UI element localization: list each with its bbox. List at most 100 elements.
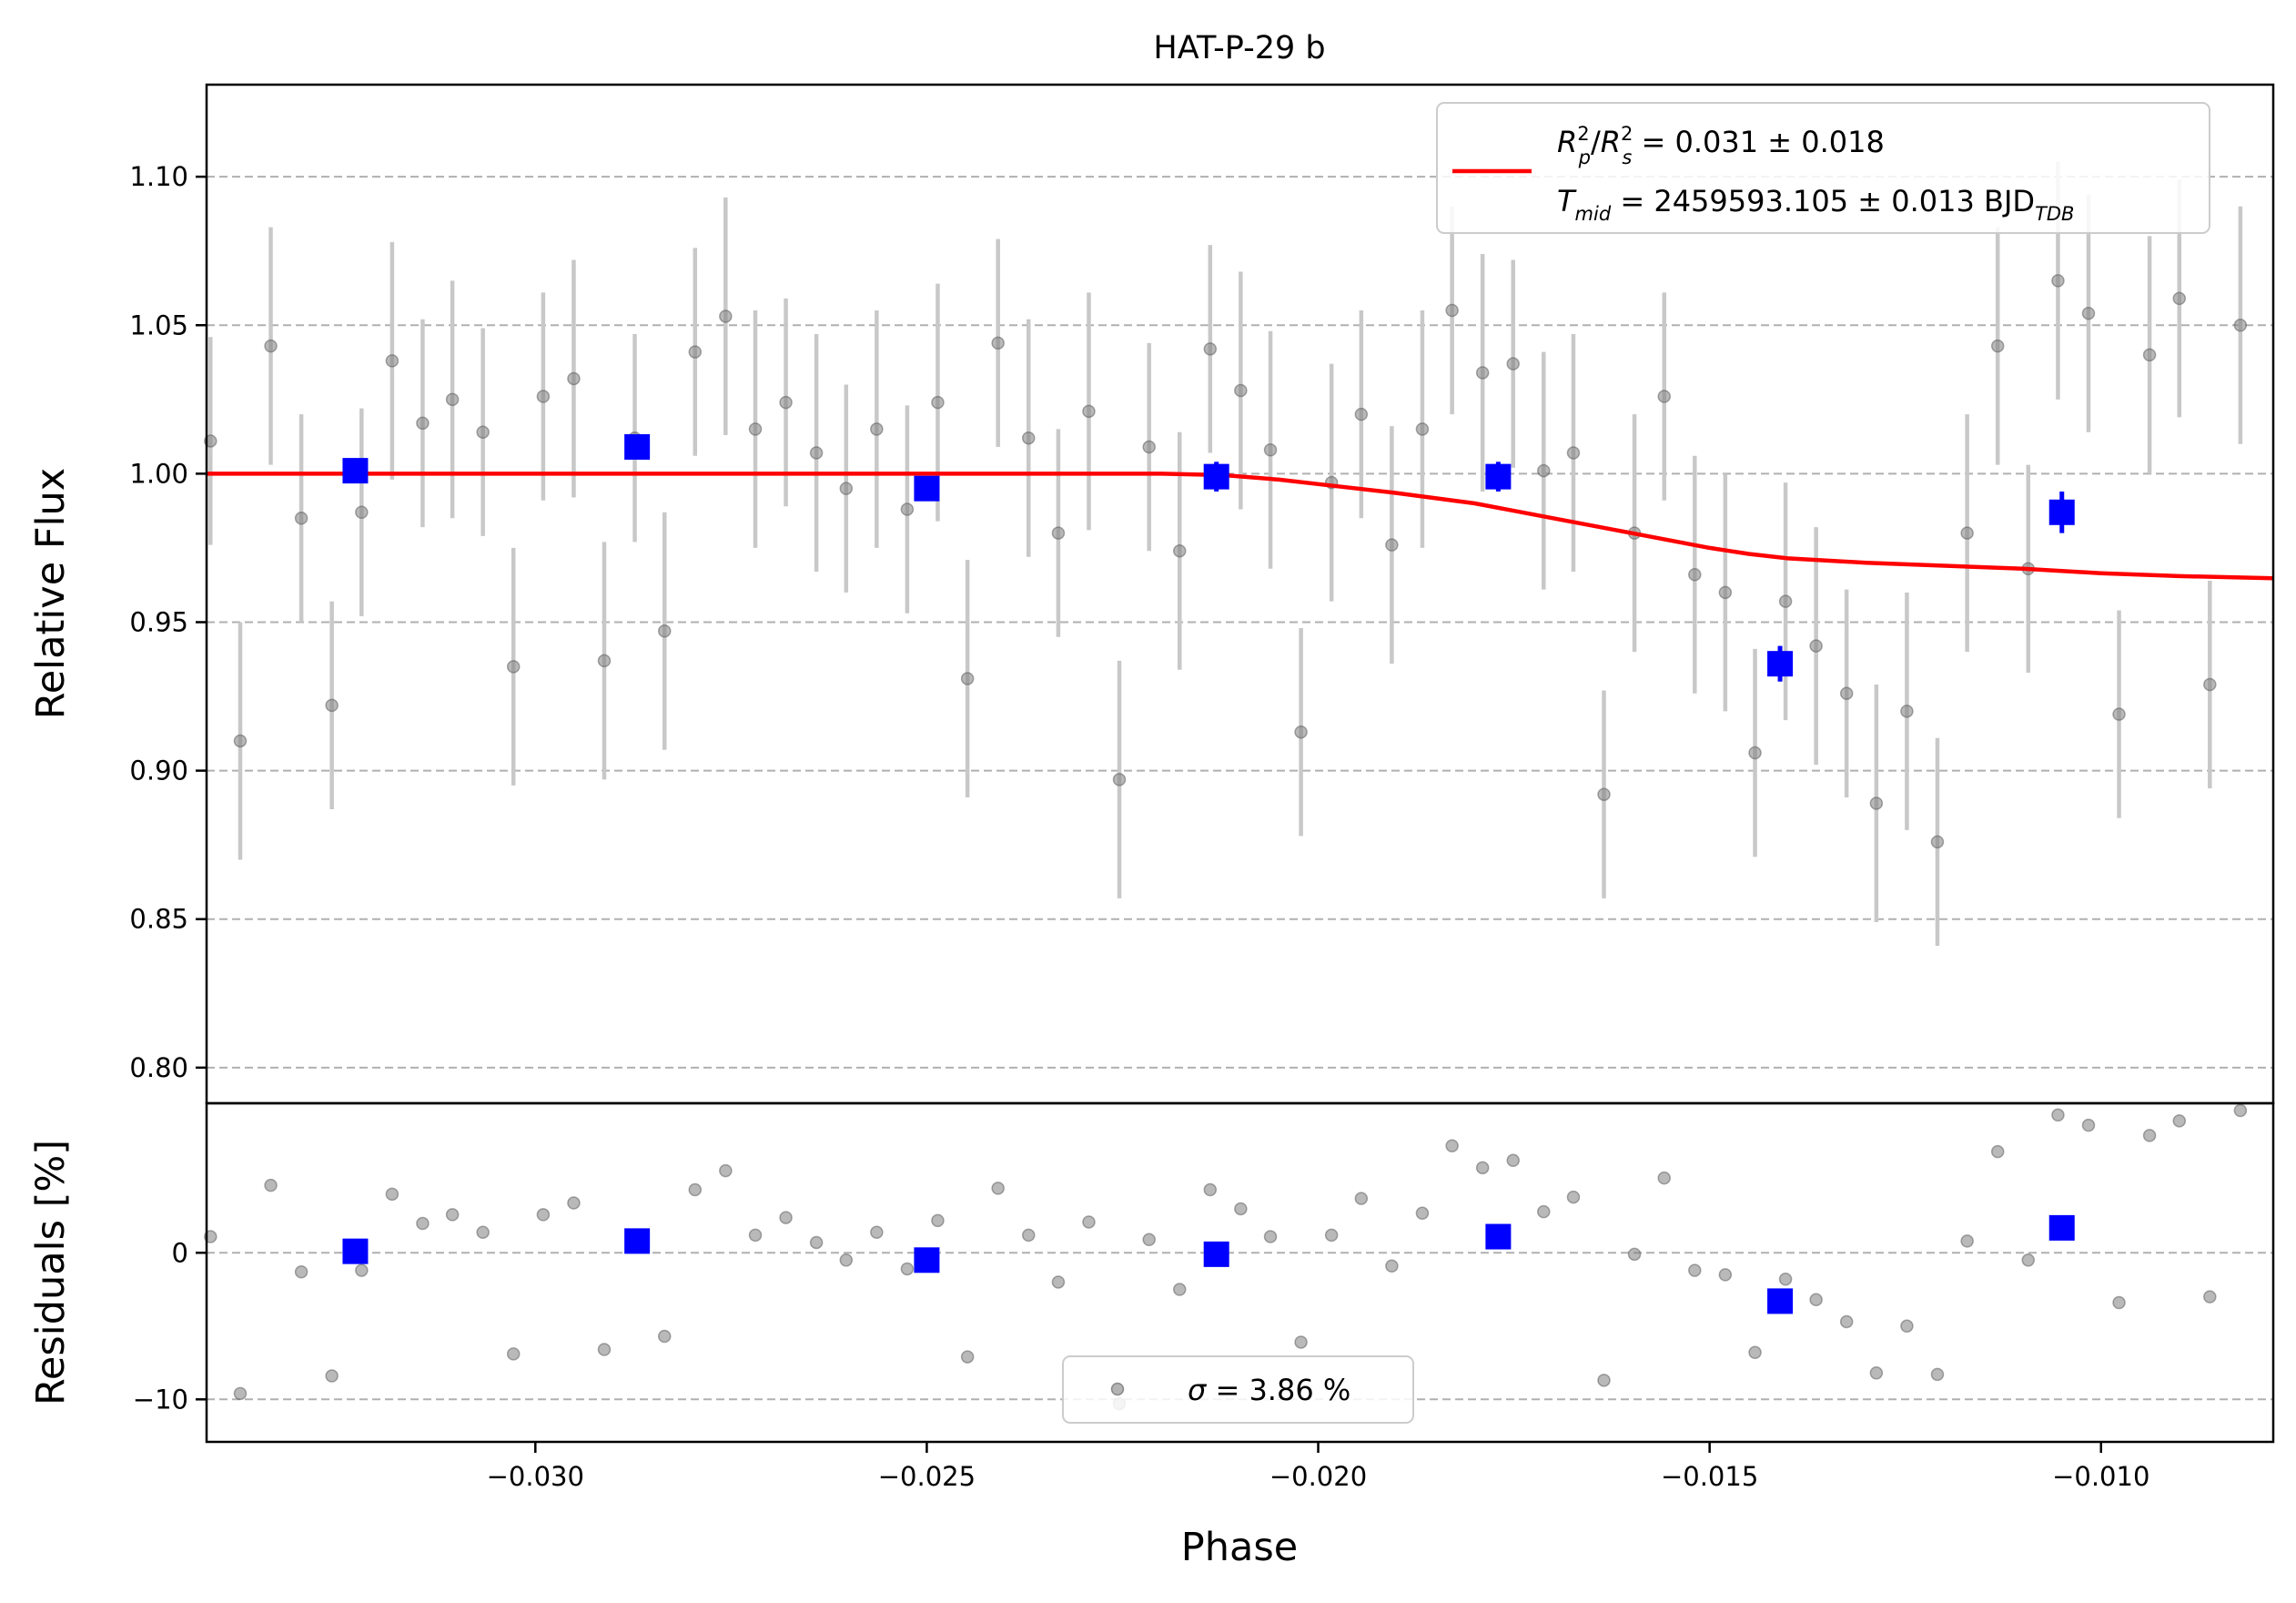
bottom-binned-points	[342, 1214, 2075, 1314]
raw-flux-point	[597, 654, 612, 668]
raw-flux-point	[1142, 440, 1156, 454]
residual-point	[1990, 1144, 2005, 1159]
raw-flux-point	[1839, 686, 1854, 701]
binned-residual-point	[342, 1238, 369, 1264]
residual-point	[2081, 1118, 2096, 1132]
residual-point	[657, 1329, 672, 1344]
binned-residual-point	[1203, 1241, 1229, 1267]
raw-flux-point	[1385, 538, 1399, 552]
residual-point	[2233, 1103, 2248, 1118]
residual-point	[839, 1253, 854, 1267]
residual-point	[2051, 1108, 2065, 1122]
raw-flux-point	[1234, 383, 1248, 398]
binned-flux-point	[914, 475, 940, 502]
raw-flux-point	[1475, 366, 1490, 380]
raw-flux-point	[1809, 639, 1823, 653]
raw-flux-point	[233, 734, 248, 748]
raw-flux-point	[506, 660, 521, 674]
residual-point	[1354, 1192, 1369, 1205]
top-y-tick-label: 0.85	[129, 904, 188, 935]
residual-point	[1234, 1202, 1248, 1216]
residual-point	[1900, 1319, 1914, 1334]
raw-flux-point	[1203, 342, 1218, 356]
residual-point	[1475, 1161, 1490, 1175]
raw-flux-point	[1900, 705, 1914, 718]
residual-point	[1778, 1272, 1793, 1286]
residual-point	[1809, 1293, 1823, 1307]
residual-point	[991, 1182, 1005, 1195]
raw-flux-point	[2233, 319, 2248, 332]
residual-point	[567, 1196, 581, 1210]
raw-flux-point	[1445, 303, 1459, 318]
residual-point	[1142, 1233, 1156, 1247]
raw-flux-point	[1597, 787, 1611, 801]
top-raw-points	[204, 161, 2248, 947]
residual-point	[1597, 1374, 1611, 1387]
raw-flux-point	[2142, 348, 2157, 362]
x-tick-label: −0.025	[878, 1461, 976, 1492]
raw-flux-point	[476, 425, 490, 439]
residual-point	[809, 1235, 824, 1250]
residual-point	[719, 1163, 733, 1178]
bottom-y-tick-label: 0	[172, 1237, 188, 1268]
residual-point	[2112, 1295, 2126, 1310]
binned-flux-point	[342, 458, 369, 484]
residual-point	[1839, 1314, 1854, 1329]
binned-residual-point	[914, 1247, 940, 1273]
raw-flux-point	[748, 422, 763, 436]
residual-point	[325, 1369, 339, 1383]
residual-point	[779, 1211, 793, 1224]
residual-point	[931, 1213, 945, 1228]
x-tick-label: −0.020	[1269, 1461, 1367, 1492]
x-ticks: −0.030 −0.025 −0.020 −0.015 −0.010	[487, 1442, 2149, 1492]
residual-point	[900, 1262, 915, 1276]
raw-flux-point	[1354, 407, 1369, 421]
residual-point	[1294, 1335, 1308, 1349]
residual-point	[2172, 1114, 2187, 1128]
raw-flux-point	[719, 309, 733, 323]
raw-flux-point	[657, 624, 672, 638]
raw-flux-point	[931, 395, 945, 410]
raw-flux-point	[1415, 422, 1430, 436]
raw-flux-point	[445, 392, 460, 407]
raw-flux-point	[1294, 725, 1308, 739]
residual-point	[1445, 1139, 1459, 1152]
residual-point	[1203, 1182, 1218, 1197]
raw-flux-point	[2051, 274, 2065, 288]
bottom-legend: σ = 3.86 %	[1062, 1355, 1414, 1424]
residual-point	[1385, 1259, 1399, 1273]
residual-point	[1930, 1367, 1945, 1382]
raw-flux-point	[325, 698, 339, 713]
bottom-raw-points	[204, 1103, 2248, 1411]
residual-point	[1960, 1234, 1974, 1248]
raw-flux-point	[1748, 746, 1762, 760]
raw-flux-point	[1960, 526, 1974, 540]
x-axis-label: Phase	[1181, 1525, 1298, 1570]
residual-point	[506, 1347, 521, 1361]
residual-point	[1051, 1275, 1066, 1289]
residual-point	[1173, 1283, 1187, 1296]
raw-flux-point	[1051, 526, 1066, 540]
legend-sigma-entry: σ = 3.86 %	[1188, 1373, 1350, 1407]
top-y-tick-label: 0.80	[129, 1052, 188, 1083]
bottom-y-axis-label: Residuals [%]	[28, 1140, 74, 1405]
raw-flux-point	[355, 505, 369, 520]
top-legend: R2 p/R2 s = 0.031 ± 0.018 Tmid = 2459593.1…	[1436, 102, 2210, 234]
raw-flux-point	[1718, 585, 1733, 600]
binned-residual-point	[1485, 1223, 1512, 1250]
residual-point	[1021, 1228, 1036, 1243]
top-y-tick-label: 1.10	[129, 161, 188, 192]
top-y-axis-label: Relative Flux	[28, 468, 74, 719]
residual-point	[233, 1386, 248, 1401]
binned-flux-point	[2048, 499, 2075, 525]
binned-flux-point	[1203, 463, 1229, 490]
residual-point	[1537, 1204, 1551, 1219]
x-tick-label: −0.010	[2052, 1461, 2149, 1492]
residual-point	[688, 1182, 703, 1197]
top-y-tick-label: 0.95	[129, 606, 188, 637]
raw-flux-point	[2172, 291, 2187, 306]
residual-point	[476, 1225, 490, 1239]
residual-point	[1082, 1215, 1096, 1229]
raw-flux-point	[1082, 404, 1096, 419]
